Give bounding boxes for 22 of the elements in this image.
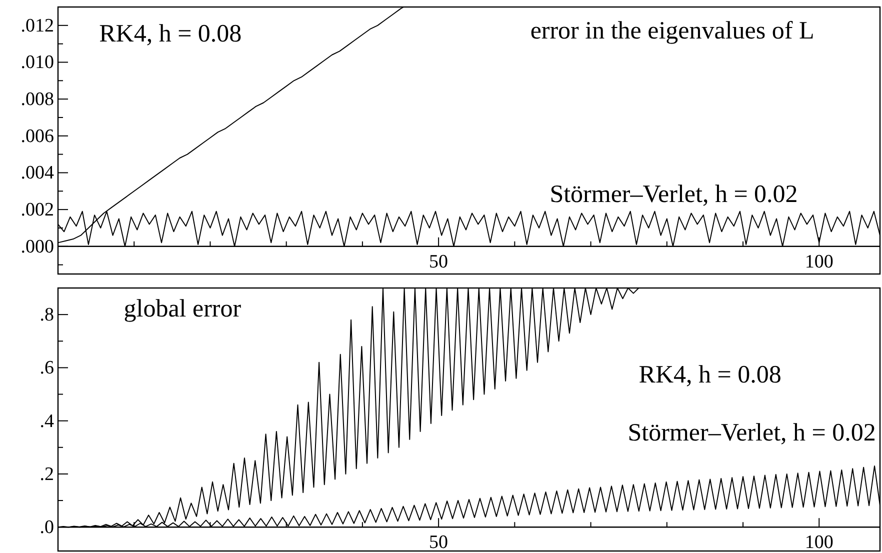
chart-title: global error: [124, 295, 242, 322]
y-tick-label: .002: [20, 200, 54, 221]
y-tick-label: .0: [40, 517, 54, 538]
x-tick-label: 50: [429, 251, 448, 272]
y-tick-label: .6: [40, 358, 54, 379]
text: RK4, h = 0.08: [99, 20, 242, 48]
y-tick-label: .000: [20, 236, 54, 258]
y-tick-label: .4: [40, 410, 54, 432]
y-tick-label: .2: [40, 464, 54, 485]
x-tick-label: 100: [804, 532, 834, 553]
text: RK4, h = 0.08: [638, 362, 782, 389]
y-tick-label: .012: [20, 15, 54, 36]
series-label: Störmer–Verlet, h = 0.02: [550, 180, 798, 208]
y-tick-label: .006: [20, 126, 54, 147]
x-tick-label: 100: [804, 251, 834, 272]
chart-title: error in the eigenvalues of L: [530, 17, 814, 44]
y-tick-label: .004: [20, 162, 54, 184]
y-tick-label: .008: [20, 89, 54, 110]
y-tick-label: .010: [20, 52, 54, 74]
x-tick-label: 50: [429, 532, 448, 553]
y-tick-label: .8: [40, 304, 54, 326]
series-label: Störmer–Verlet, h = 0.02: [628, 420, 876, 447]
